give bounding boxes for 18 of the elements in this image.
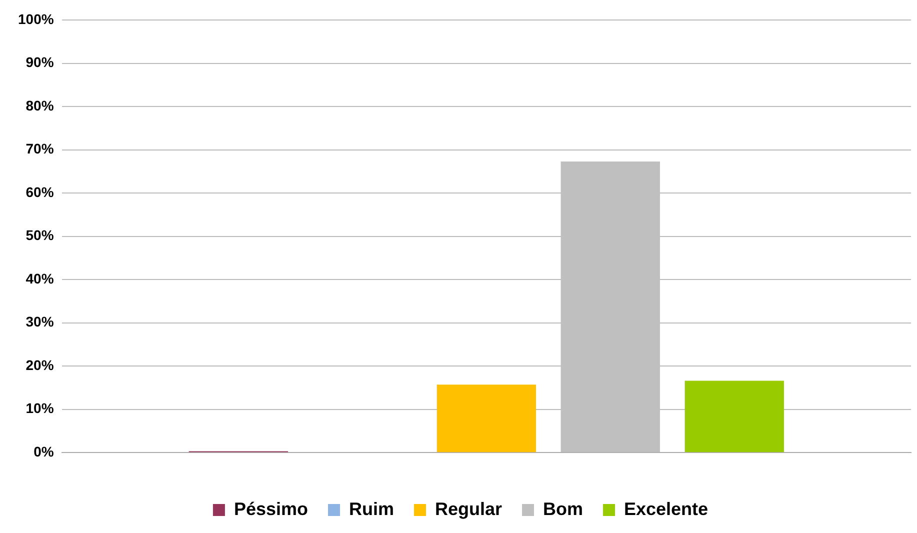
y-tick-label: 10% [26, 400, 54, 416]
bar [436, 384, 536, 452]
legend-label: Bom [543, 498, 584, 519]
legend-label: Excelente [624, 498, 708, 519]
y-tick-label: 50% [26, 227, 54, 244]
y-tick-label: 20% [26, 356, 54, 373]
y-tick-label: 60% [26, 184, 54, 200]
y-tick-label: 0% [34, 443, 54, 460]
y-tick-label: 70% [26, 140, 54, 157]
legend-label: Ruim [348, 498, 394, 519]
y-tick-label: 40% [26, 270, 54, 286]
y-tick-label: 30% [26, 314, 54, 330]
legend-label: Péssimo [234, 498, 308, 519]
y-tick-label: 100% [18, 10, 54, 27]
legend-label: Regular [434, 498, 502, 519]
bar [684, 380, 784, 452]
y-tick-label: 80% [26, 97, 54, 114]
y-tick-label: 90% [26, 54, 54, 70]
